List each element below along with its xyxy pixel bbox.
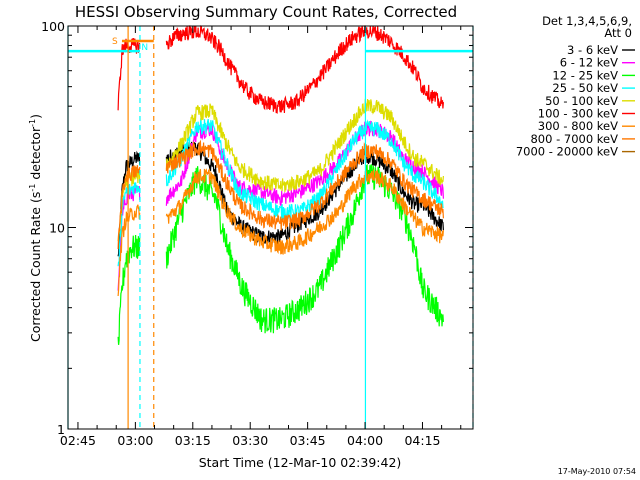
x-tick-label: 03:00 [117, 433, 153, 448]
night-marker-label: N [141, 43, 148, 53]
legend-entry-label: 12 - 25 keV [552, 68, 618, 82]
x-tick-label: 03:30 [232, 433, 268, 448]
y-axis-label-end: ) [28, 114, 43, 119]
legend-header: Att 0 [604, 26, 632, 40]
legend-entry-label: 6 - 12 keV [560, 56, 618, 70]
y-axis-label-mid: detector [28, 126, 43, 184]
x-axis-label: Start Time (12-Mar-10 02:39:42) [199, 455, 402, 470]
y-axis-label-sup1: -1 [28, 184, 37, 192]
legend-entry-label: 300 - 800 keV [538, 119, 618, 133]
legend-entry-label: 800 - 7000 keV [530, 132, 618, 146]
legend-entry-label: 7000 - 20000 keV [516, 145, 618, 159]
axes: 02:45 03:00 03:15 03:30 03:45 04:00 04:15 1 10 10… [41, 19, 474, 448]
x-tick-label: 03:45 [290, 433, 326, 448]
y-tick-label: 100 [41, 19, 65, 34]
saa-marker-label: S [112, 37, 118, 47]
y-axis-label-sup2: -1 [28, 119, 37, 127]
y-axis-label-main: Corrected Count Rate (s [28, 192, 43, 342]
series-line [117, 118, 444, 267]
series-line [117, 163, 444, 345]
series-line [117, 139, 444, 250]
timestamp: 17-May-2010 07:54 [558, 467, 636, 476]
x-tick-label: 02:45 [60, 433, 96, 448]
y-tick-label: 1 [57, 422, 65, 437]
chart-title: HESSI Observing Summary Count Rates, Cor… [75, 3, 457, 21]
series-line [117, 168, 444, 297]
legend-entry-label: 100 - 300 keV [538, 107, 618, 121]
legend-entry-label: 25 - 50 keV [552, 81, 618, 95]
series-line [117, 25, 444, 114]
legend-entry-label: 50 - 100 keV [545, 94, 618, 108]
y-axis-label: Corrected Count Rate (s-1 detector-1) [28, 114, 43, 342]
legend-header: Det 1,3,4,5,6,9, [542, 14, 632, 28]
y-tick-label: 10 [49, 221, 65, 236]
x-tick-label: 04:15 [404, 433, 440, 448]
legend-entry-label: 3 - 6 keV [567, 43, 618, 57]
data-layer: SN [67, 25, 474, 429]
plot-frame [67, 25, 474, 430]
x-tick-label: 03:15 [175, 433, 211, 448]
x-tick-label: 04:00 [347, 433, 383, 448]
